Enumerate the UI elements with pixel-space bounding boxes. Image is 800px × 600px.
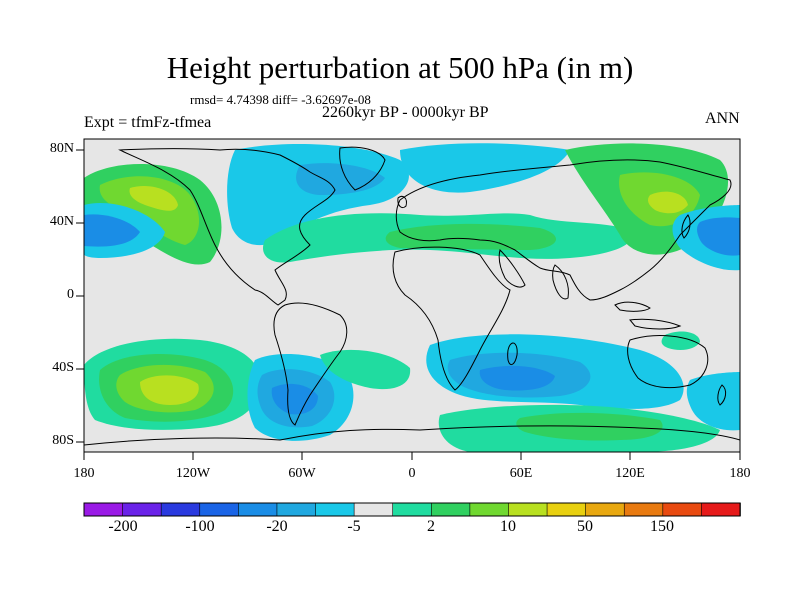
- map-title: Height perturbation at 500 hPa (in m): [166, 50, 634, 85]
- coastlines: [84, 146, 740, 446]
- lat-label-80s: 80S: [52, 433, 74, 448]
- colorbar-label-neg200: -200: [108, 518, 138, 535]
- lon-label-120w: 120W: [175, 466, 211, 481]
- colorbar-swatch: [701, 502, 741, 517]
- contour-positive-eurasia-inner: [385, 223, 557, 250]
- colorbar-label-2: 2: [427, 518, 435, 535]
- contour-positive-npacific-core: [129, 185, 178, 211]
- colorbar-swatch: [122, 502, 162, 517]
- contour-positive-siberia-core: [647, 191, 688, 214]
- lon-label-60e: 60E: [509, 466, 533, 481]
- lon-label-180e: 180: [729, 466, 751, 481]
- colorbar-swatch: [546, 502, 587, 517]
- colorbar-swatch: [276, 502, 317, 517]
- colorbar-label-150: 150: [650, 518, 674, 535]
- colorbar-label-neg20: -20: [266, 518, 288, 535]
- axis-ticks: [76, 149, 741, 460]
- lon-label-60w: 60W: [288, 466, 316, 481]
- contour-positive-npacific-inner: [99, 176, 200, 245]
- colorbar-frame: [83, 502, 741, 517]
- colorbar-label-10: 10: [500, 518, 516, 535]
- colorbar-swatch: [315, 502, 355, 517]
- colorbar-swatch: [353, 502, 394, 517]
- colorbar-swatch: [430, 502, 471, 517]
- period-label: 2260kyr BP - 0000kyr BP: [322, 104, 489, 121]
- colorbar-swatch: [623, 502, 664, 517]
- contour-positive-satlantic: [320, 349, 411, 390]
- colorbar-swatch: [199, 502, 240, 517]
- contour-negative-wpacific-inner: [84, 214, 140, 247]
- colorbar-swatch: [83, 502, 124, 517]
- experiment-label: Expt = tfmFz-tfmea: [84, 114, 212, 131]
- lat-label-40s: 40S: [52, 360, 74, 375]
- stats-text: rmsd= 4.74398 diff= -3.62697e-08: [190, 92, 371, 107]
- colorbar-swatch: [508, 502, 548, 517]
- contour-negative-arctic: [400, 143, 570, 193]
- colorbar-swatch: [469, 502, 510, 517]
- lon-label-180w: 180: [73, 466, 95, 481]
- colorbar-swatch: [238, 502, 278, 517]
- colorbar: [83, 502, 741, 517]
- colorbar-label-neg5: -5: [347, 518, 361, 535]
- contour-negative-natlantic-inner: [296, 163, 385, 195]
- contour-negative-indian-core: [479, 365, 555, 391]
- lat-label-80n: 80N: [49, 141, 74, 156]
- colorbar-swatch: [662, 502, 703, 517]
- colorbar-swatch: [160, 502, 201, 517]
- contour-negative-satlantic-core: [271, 383, 318, 415]
- contour-negative-npacific-east-inner: [697, 217, 740, 256]
- colorbar-label-50: 50: [577, 518, 593, 535]
- lon-label-0: 0: [408, 466, 416, 481]
- colorbar-label-neg100: -100: [185, 518, 215, 535]
- colorbar-swatch: [585, 502, 626, 517]
- lon-label-120e: 120E: [615, 466, 645, 481]
- lat-label-0: 0: [67, 287, 74, 302]
- colorbar-swatch: [392, 502, 433, 517]
- contour-positive-spacific-core: [140, 375, 199, 405]
- height-contours: [84, 143, 740, 452]
- lat-label-40n: 40N: [49, 214, 74, 229]
- season-label: ANN: [705, 110, 740, 127]
- contour-positive-southern-inner: [516, 412, 663, 441]
- contour-negative-spacific-east: [686, 372, 740, 431]
